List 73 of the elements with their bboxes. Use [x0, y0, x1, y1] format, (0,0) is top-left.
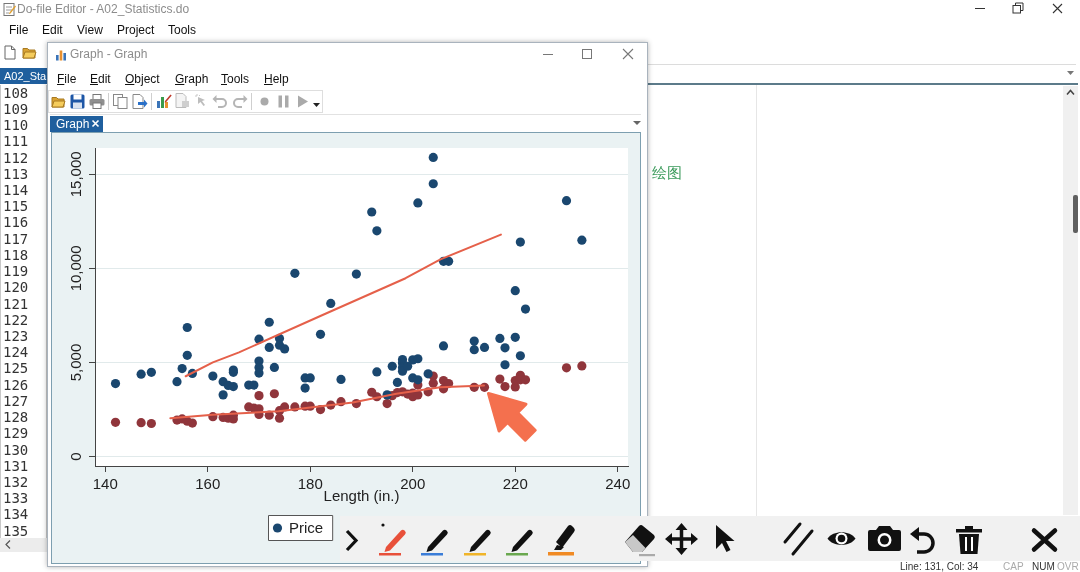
menu-item: Graph	[175, 73, 209, 85]
x-tick-label: 140	[92, 475, 118, 493]
text: 122	[3, 311, 29, 328]
point	[428, 378, 438, 388]
text: 131	[3, 457, 29, 474]
x-tick-label: 220	[502, 475, 528, 493]
text: A02_Sta	[4, 69, 47, 82]
text: 135	[3, 522, 29, 539]
text: 116	[3, 214, 29, 231]
text: 109	[3, 100, 29, 117]
x-tick-label: 200	[400, 475, 426, 493]
menu-item: File	[57, 73, 77, 85]
y-tick-label: 5,000	[67, 343, 85, 382]
text: Do-file Editor - A02_Statistics.do	[17, 2, 190, 16]
text: 127	[3, 392, 29, 409]
text: 133	[3, 490, 29, 507]
menu-item: Help	[264, 73, 289, 85]
text: Graph - Graph	[70, 47, 148, 61]
menu-item: Edit	[42, 24, 63, 36]
point	[110, 417, 121, 427]
text: 128	[3, 409, 29, 426]
menu-item: View	[77, 24, 103, 36]
menu-item: Tools	[168, 24, 196, 36]
y-tick-label: 15,000	[67, 151, 85, 198]
point	[187, 418, 197, 428]
text: 121	[3, 295, 29, 312]
x-tick-label: 240	[605, 475, 631, 493]
text: 110	[3, 117, 29, 134]
point	[146, 418, 156, 429]
text: 115	[3, 198, 29, 215]
point	[382, 398, 392, 409]
menu-item: Tools	[221, 73, 249, 85]
menu-item: Edit	[90, 73, 111, 85]
text: 111	[3, 133, 29, 150]
text: 125	[3, 360, 29, 377]
text: 126	[3, 376, 29, 393]
text: 129	[3, 425, 29, 442]
text: 119	[3, 263, 29, 280]
text: 117	[3, 230, 29, 247]
point	[274, 413, 285, 423]
point	[269, 389, 279, 399]
text: 130	[3, 441, 29, 458]
point	[495, 374, 505, 384]
point	[577, 361, 587, 371]
text: NUM	[1032, 560, 1055, 572]
x-axis-title: Length (in.)	[323, 487, 400, 505]
text: 113	[3, 165, 29, 182]
menu-item: Object	[125, 73, 160, 85]
y-tick-label: 10,000	[67, 245, 85, 292]
y-tick-label: 0	[67, 452, 85, 461]
text: 绘图	[652, 163, 682, 182]
text: 134	[3, 506, 29, 523]
text: 114	[3, 182, 29, 199]
text: 123	[3, 328, 29, 344]
menu-item: File	[9, 24, 29, 36]
text: 108	[3, 84, 29, 101]
text: Graph	[56, 117, 90, 131]
point	[561, 363, 572, 373]
text: 132	[3, 473, 29, 490]
text: Line: 131, Col: 34	[900, 560, 979, 572]
legend-label: Price	[289, 519, 324, 537]
menu-item: Project	[117, 24, 155, 36]
x-tick-label: 180	[297, 475, 323, 493]
x-tick-label: 160	[195, 475, 221, 493]
text: 120	[3, 279, 29, 296]
text: 124	[3, 344, 29, 361]
point	[254, 391, 264, 401]
point	[136, 418, 146, 428]
text: 118	[3, 246, 29, 263]
text: OVR	[1057, 560, 1079, 572]
text: CAP	[1003, 560, 1024, 572]
point	[500, 381, 510, 392]
text: 112	[3, 149, 29, 166]
